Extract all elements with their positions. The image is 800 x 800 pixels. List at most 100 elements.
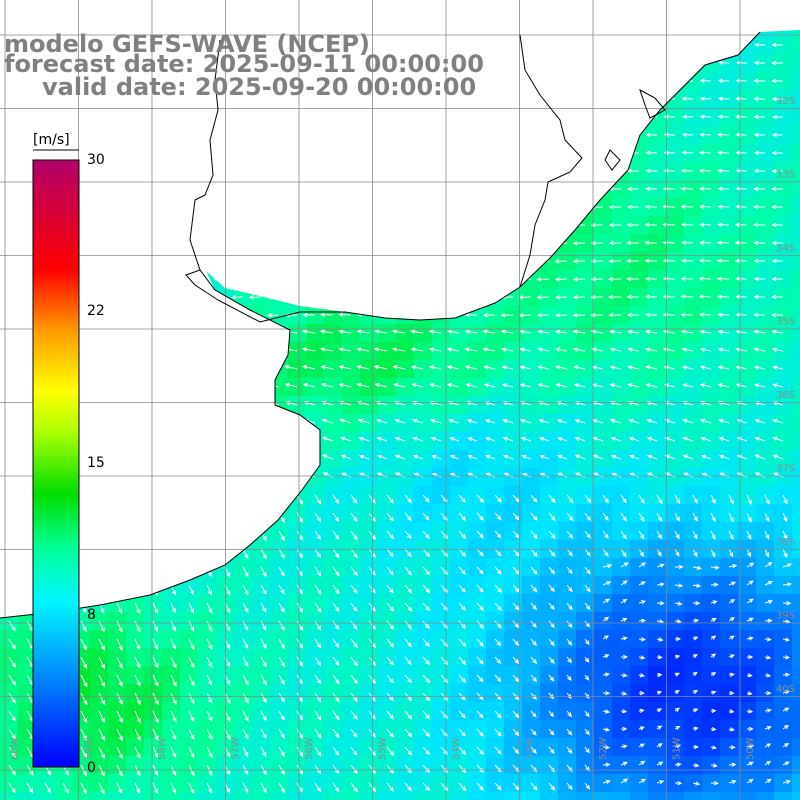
wind-speed-cell	[792, 756, 800, 774]
wind-arrow	[320, 312, 334, 318]
wind-arrow	[537, 383, 550, 388]
wind-arrow	[386, 638, 395, 648]
wind-arrow	[134, 692, 141, 706]
wind-arrow	[566, 602, 573, 611]
wind-speed-cell	[792, 612, 800, 630]
wind-arrow	[458, 602, 466, 611]
wind-speed-cell	[36, 792, 54, 800]
wind-arrow	[404, 782, 412, 792]
wind-arrow	[464, 365, 478, 370]
wind-arrow	[116, 782, 123, 795]
wind-arrow	[476, 530, 484, 539]
wind-arrow	[494, 710, 502, 719]
wind-arrow	[458, 728, 466, 737]
wind-arrow	[771, 114, 783, 120]
wind-arrow	[314, 566, 322, 577]
wind-arrow	[502, 436, 514, 442]
wind-arrow	[728, 564, 738, 569]
wind-arrow	[602, 690, 611, 696]
wind-arrow	[296, 728, 304, 739]
wind-arrow	[260, 728, 267, 739]
wind-arrow	[80, 692, 88, 706]
wind-arrow	[771, 347, 784, 352]
wind-arrow	[278, 620, 285, 632]
wind-arrow	[710, 672, 717, 677]
wind-arrow	[626, 222, 640, 228]
wind-arrow	[422, 494, 430, 503]
wind-arrow	[717, 78, 730, 83]
wind-arrow	[332, 566, 340, 577]
wind-arrow	[610, 436, 622, 442]
wind-arrow	[332, 548, 340, 559]
wind-arrow	[530, 494, 538, 503]
wind-speed-cell	[702, 792, 720, 800]
wind-arrow	[530, 602, 537, 611]
wind-speed-cell	[522, 792, 540, 800]
wind-speed-cell	[792, 684, 800, 702]
wind-arrow	[548, 584, 555, 593]
wind-arrow	[699, 240, 712, 245]
wind-arrow	[656, 530, 663, 540]
lat-label: 39S	[776, 611, 795, 622]
wind-arrow	[8, 674, 16, 686]
wind-arrow	[717, 114, 730, 119]
wind-arrow	[134, 638, 141, 651]
coastline-atlantic	[0, 31, 761, 619]
wind-arrow	[548, 674, 555, 682]
wind-arrow	[554, 347, 568, 352]
wind-speed-cell	[792, 792, 800, 800]
wind-arrow	[710, 617, 717, 622]
wind-arrow	[314, 782, 322, 793]
wind-arrow	[476, 494, 485, 503]
wind-arrow	[412, 418, 424, 424]
wind-arrow	[320, 382, 334, 388]
wind-arrow	[494, 512, 502, 521]
wind-arrow	[116, 728, 123, 742]
wind-arrow	[692, 726, 699, 731]
wind-arrow	[266, 313, 280, 318]
wind-arrow	[260, 674, 267, 686]
wind-arrow	[458, 566, 466, 575]
wind-arrow	[152, 746, 159, 759]
wind-arrow	[728, 599, 736, 604]
wind-arrow	[717, 186, 730, 191]
wind-arrow	[656, 708, 663, 713]
wind-arrow	[746, 548, 751, 558]
wind-arrow	[734, 222, 748, 227]
wind-arrow	[591, 347, 604, 352]
wind-arrow	[629, 454, 640, 460]
wind-arrow	[440, 656, 449, 666]
wind-arrow	[260, 746, 267, 757]
wind-arrow	[771, 96, 783, 102]
wind-speed-cell	[792, 702, 800, 720]
wind-arrow	[627, 329, 640, 335]
wind-arrow	[710, 708, 717, 714]
wind-speed-cell	[54, 792, 72, 800]
wind-arrow	[404, 494, 412, 504]
wind-arrow	[674, 744, 682, 749]
wind-arrow	[584, 638, 590, 646]
wind-arrow	[554, 277, 568, 282]
wind-arrow	[674, 601, 683, 606]
wind-arrow	[332, 530, 340, 541]
lat-label: 38S	[776, 537, 795, 548]
wind-arrow	[355, 365, 370, 370]
wind-arrow	[681, 114, 694, 119]
wind-arrow	[412, 436, 424, 442]
wind-arrow	[170, 728, 177, 741]
wind-arrow	[8, 728, 16, 740]
wind-speed-cell	[234, 792, 252, 800]
wind-arrow	[572, 313, 586, 318]
colorbar-tick-15: 15	[87, 455, 105, 471]
wind-arrow	[503, 454, 514, 460]
wind-arrow	[602, 635, 610, 640]
wind-speed-cell	[144, 792, 162, 800]
wind-arrow	[692, 636, 699, 641]
wind-arrow	[350, 620, 358, 630]
wind-arrow	[682, 418, 694, 424]
wind-arrow	[116, 602, 123, 615]
wind-arrow	[494, 566, 502, 575]
wind-speed-cell	[396, 792, 414, 800]
wind-arrow	[699, 222, 712, 227]
wind-arrow	[753, 168, 766, 174]
